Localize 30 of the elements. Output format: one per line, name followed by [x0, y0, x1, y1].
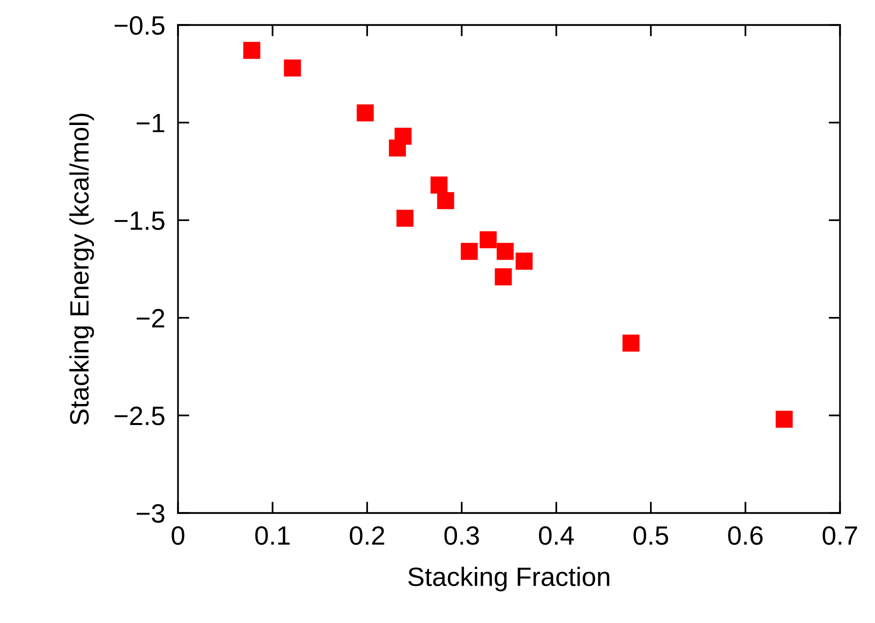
point — [480, 231, 497, 248]
y-tick-label: −1 — [136, 114, 164, 132]
point — [437, 192, 454, 210]
point — [516, 252, 533, 270]
x-tick-label: 0 — [172, 526, 184, 545]
y-tick-label: −1.5 — [114, 212, 164, 230]
x-tick-label: 0.7 — [822, 526, 858, 545]
x-tick-label: 0.4 — [538, 526, 574, 545]
y-axis-title: Stacking Energy (kcal/mol) — [69, 114, 94, 425]
y-tick-label: −0.5 — [114, 16, 164, 35]
x-tick-label: 0.2 — [350, 526, 384, 545]
x-tick-label: 0.6 — [728, 526, 763, 545]
point — [776, 410, 793, 428]
x-tick-label: 0.3 — [444, 526, 479, 545]
point — [284, 59, 301, 76]
y-tick-label: −3 — [136, 504, 164, 523]
x-axis-title: Stacking Fraction — [408, 566, 610, 592]
point — [430, 176, 448, 194]
x-tick-label: 0.1 — [255, 526, 290, 545]
y-tick-label: −2 — [136, 308, 164, 328]
point — [494, 268, 512, 286]
point — [243, 42, 260, 59]
point — [622, 334, 640, 352]
point — [356, 104, 374, 122]
point — [396, 210, 414, 227]
point — [496, 242, 514, 260]
y-tick-label: −2.5 — [114, 406, 164, 426]
point — [388, 139, 406, 156]
point — [460, 242, 478, 260]
x-tick-label: 0.5 — [634, 526, 668, 545]
